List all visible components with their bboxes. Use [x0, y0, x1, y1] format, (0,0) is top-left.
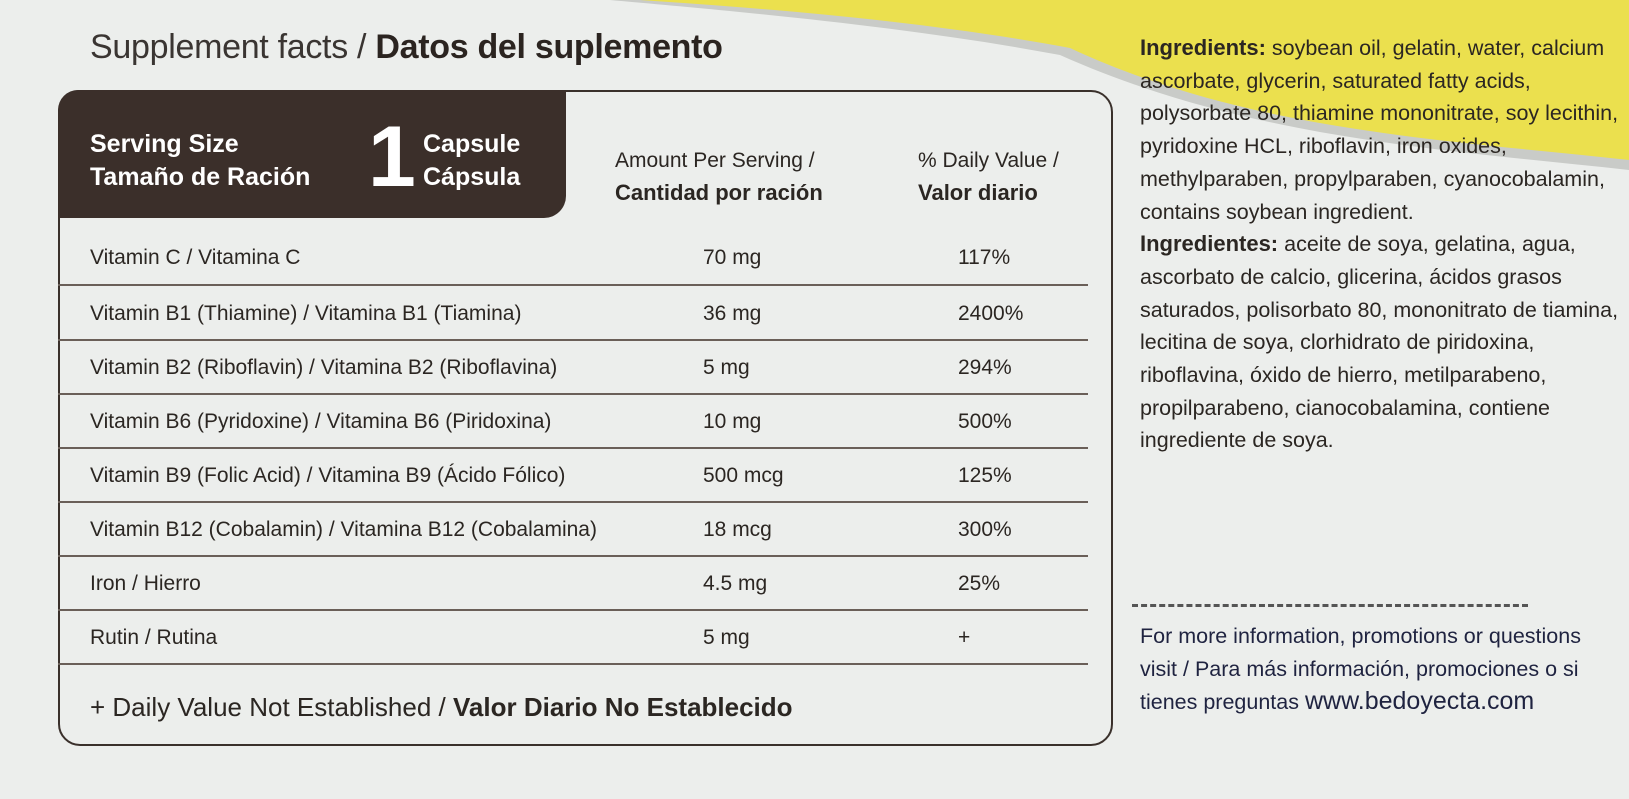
table-row: Vitamin B2 (Riboflavin) / Vitamina B2 (R… [58, 339, 1088, 395]
serving-unit-en: Capsule [423, 130, 521, 158]
nutrient-name: Vitamin B9 (Folic Acid) / Vitamina B9 (Á… [90, 464, 566, 487]
dv-column-header: % Daily Value / Valor diario [918, 145, 1059, 210]
footnote: + Daily Value Not Established / Valor Di… [90, 692, 793, 723]
serving-unit-es: Cápsula [423, 163, 521, 191]
nutrient-name: Rutin / Rutina [90, 626, 218, 649]
table-row: Vitamin B6 (Pyridoxine) / Vitamina B6 (P… [58, 393, 1088, 449]
ingredients-text-es: aceite de soya, gelatina, agua, ascorbat… [1140, 232, 1619, 453]
nutrient-daily-value: 117% [958, 246, 1011, 269]
serving-size-header: Serving Size Tamaño de Ración 1 Capsule Cá… [58, 90, 566, 218]
nutrient-name: Vitamin C / Vitamina C [90, 246, 301, 269]
nutrient-name: Vitamin B12 (Cobalamin) / Vitamina B12 (… [90, 518, 597, 541]
amount-header-es: Cantidad por ración [615, 180, 823, 205]
dv-header-en: % Daily Value / [918, 149, 1059, 172]
nutrient-daily-value: 500% [958, 410, 1012, 433]
dv-header-es: Valor diario [918, 180, 1038, 205]
serving-count: 1 [368, 109, 416, 205]
table-row: Vitamin B1 (Thiamine) / Vitamina B1 (Tia… [58, 285, 1088, 341]
ingredients-label-es: Ingredientes: [1140, 231, 1279, 257]
page-title: Supplement facts / Datos del suplemento [90, 28, 723, 67]
title-es: Datos del suplemento [375, 28, 723, 66]
table-row: Vitamin C / Vitamina C 70 mg 117% [58, 218, 1088, 286]
amount-column-header: Amount Per Serving / Cantidad por ración [615, 145, 823, 210]
ingredients-label-en: Ingredients: [1140, 35, 1266, 60]
nutrient-name: Iron / Hierro [90, 572, 201, 595]
info-text: For more information, promotions or ques… [1140, 624, 1581, 715]
nutrient-amount: 10 mg [703, 410, 762, 433]
nutrient-daily-value: 25% [958, 572, 1001, 595]
amount-header-en: Amount Per Serving / [615, 149, 815, 172]
ingredients-text-en: soybean oil, gelatin, water, calcium asc… [1140, 36, 1619, 224]
table-row: Iron / Hierro 4.5 mg 25% [58, 555, 1088, 611]
nutrient-daily-value: 125% [958, 464, 1012, 487]
footnote-es: Valor Diario No Establecido [453, 692, 793, 722]
nutrient-daily-value: 294% [958, 356, 1012, 379]
divider [1132, 604, 1528, 607]
ingredients: Ingredients: soybean oil, gelatin, water… [1140, 32, 1620, 457]
serving-size-label-en: Serving Size [90, 130, 239, 158]
title-en: Supplement facts / [90, 28, 367, 66]
nutrient-amount: 70 mg [703, 246, 762, 269]
more-info: For more information, promotions or ques… [1140, 620, 1620, 719]
supplement-facts-table [58, 90, 1113, 746]
nutrient-amount: 500 mcg [703, 464, 784, 487]
nutrient-amount: 5 mg [703, 626, 750, 649]
nutrient-amount: 5 mg [703, 356, 750, 379]
nutrient-daily-value: 300% [958, 518, 1012, 541]
footnote-en: + Daily Value Not Established / [90, 692, 446, 722]
nutrient-daily-value: + [958, 626, 971, 649]
nutrient-amount: 4.5 mg [703, 572, 768, 595]
nutrient-amount: 18 mcg [703, 518, 772, 541]
nutrient-name: Vitamin B2 (Riboflavin) / Vitamina B2 (R… [90, 356, 558, 379]
nutrient-daily-value: 2400% [958, 302, 1024, 325]
serving-size-label-es: Tamaño de Ración [90, 163, 311, 191]
nutrient-name: Vitamin B1 (Thiamine) / Vitamina B1 (Tia… [90, 302, 522, 325]
website-link[interactable]: www.bedoyecta.com [1304, 687, 1535, 716]
nutrient-name: Vitamin B6 (Pyridoxine) / Vitamina B6 (P… [90, 410, 552, 433]
nutrient-amount: 36 mg [703, 302, 762, 325]
table-row: Rutin / Rutina 5 mg + [58, 609, 1088, 665]
table-row: Vitamin B12 (Cobalamin) / Vitamina B12 (… [58, 501, 1088, 557]
table-row: Vitamin B9 (Folic Acid) / Vitamina B9 (Á… [58, 447, 1088, 503]
